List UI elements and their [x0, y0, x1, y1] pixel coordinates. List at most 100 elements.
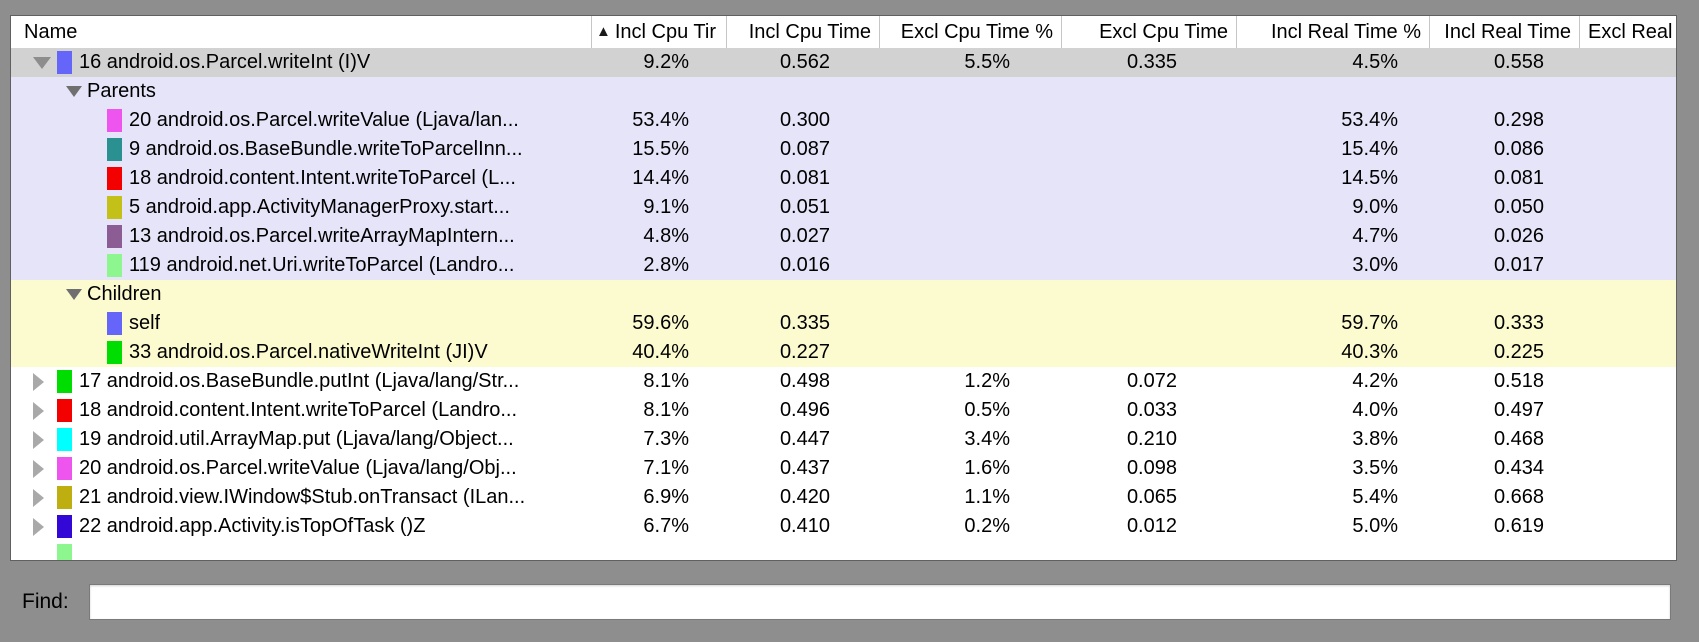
- color-swatch: [57, 51, 72, 74]
- value-cell: 0.447: [779, 428, 830, 450]
- row-name-cell: 17 android.os.BaseBundle.putInt (Ljava/l…: [11, 367, 592, 396]
- color-swatch: [107, 109, 122, 132]
- disclosure-triangle-icon[interactable]: [33, 459, 57, 478]
- value-cell: 59.6%: [632, 312, 689, 334]
- value-cell: 0.518: [1493, 370, 1544, 392]
- find-input[interactable]: [88, 583, 1671, 620]
- value-cell: 0.016: [779, 254, 830, 276]
- table-row[interactable]: 21 android.view.IWindow$Stub.onTransact …: [11, 483, 1676, 512]
- disclosure-triangle-icon[interactable]: [33, 517, 57, 536]
- section-row[interactable]: Parents: [11, 77, 1676, 106]
- row-name-cell: 9 android.os.BaseBundle.writeToParcelInn…: [11, 135, 592, 164]
- value-cell: 0.087: [779, 138, 830, 160]
- row-label: Children: [87, 283, 162, 305]
- value-cell: 53.4%: [632, 109, 689, 131]
- column-header-incl-real-time[interactable]: Incl Real Time: [1430, 16, 1580, 48]
- value-cell: 0.098: [1126, 457, 1177, 479]
- value-cell: 1.6%: [964, 457, 1010, 479]
- expand-icon: [33, 372, 44, 391]
- value-cell: 0.496: [779, 399, 830, 421]
- table-row[interactable]: self 59.6% 0.335 59.7% 0.333: [11, 309, 1676, 338]
- value-cell: 0.468: [1493, 428, 1544, 450]
- color-swatch: [107, 196, 122, 219]
- row-name-cell: 19 android.util.ArrayMap.put (Ljava/lang…: [11, 425, 592, 454]
- row-label: 18 android.content.Intent.writeToParcel …: [79, 399, 518, 421]
- value-cell: 0.562: [779, 51, 830, 73]
- value-cell: 0.335: [1126, 51, 1177, 73]
- disclosure-triangle-icon[interactable]: [33, 401, 57, 420]
- value-cell: 0.012: [1126, 515, 1177, 537]
- table-row[interactable]: 20 android.os.Parcel.writeValue (Ljava/l…: [11, 106, 1676, 135]
- value-cell: 0.497: [1493, 399, 1544, 421]
- table-row[interactable]: 33 android.os.Parcel.nativeWriteInt (JI)…: [11, 338, 1676, 367]
- section-row[interactable]: Children: [11, 280, 1676, 309]
- table-row[interactable]: 22 android.app.Activity.isTopOfTask ()Z 6…: [11, 512, 1676, 541]
- disclosure-triangle-icon[interactable]: [33, 372, 57, 391]
- find-bar: Find:: [0, 561, 1699, 642]
- color-swatch: [107, 138, 122, 161]
- value-cell: 3.4%: [964, 428, 1010, 450]
- color-swatch: [57, 428, 72, 451]
- table-row[interactable]: 18 android.content.Intent.writeToParcel …: [11, 164, 1676, 193]
- value-cell: 4.2%: [1352, 370, 1398, 392]
- value-cell: 0.027: [779, 225, 830, 247]
- table-row[interactable]: 17 android.os.BaseBundle.putInt (Ljava/l…: [11, 367, 1676, 396]
- disclosure-triangle-icon[interactable]: [33, 488, 57, 507]
- column-header-excl-cpu-pct[interactable]: Excl Cpu Time %: [880, 16, 1062, 48]
- column-header-incl-cpu-time[interactable]: Incl Cpu Time: [727, 16, 880, 48]
- value-cell: 5.0%: [1352, 515, 1398, 537]
- row-name-cell: 119 android.net.Uri.writeToParcel (Landr…: [11, 251, 592, 280]
- column-header-excl-cpu-time[interactable]: Excl Cpu Time: [1062, 16, 1237, 48]
- column-header-excl-real[interactable]: Excl Real: [1580, 16, 1676, 48]
- row-label: 33 android.os.Parcel.nativeWriteInt (JI)…: [129, 341, 488, 363]
- table-row[interactable]: 9 android.os.BaseBundle.writeToParcelInn…: [11, 135, 1676, 164]
- row-name-cell: Children: [11, 280, 592, 309]
- value-cell: 15.4%: [1341, 138, 1398, 160]
- value-cell: 0.081: [1493, 167, 1544, 189]
- value-cell: 0.498: [779, 370, 830, 392]
- value-cell: 0.026: [1493, 225, 1544, 247]
- value-cell: 4.0%: [1352, 399, 1398, 421]
- row-name-cell: self: [11, 309, 592, 338]
- table-row[interactable]: 20 android.os.Parcel.writeValue (Ljava/l…: [11, 454, 1676, 483]
- value-cell: 0.335: [779, 312, 830, 334]
- value-cell: 40.3%: [1341, 341, 1398, 363]
- value-cell: 5.5%: [964, 51, 1010, 73]
- section-disclosure-icon[interactable]: [66, 289, 82, 300]
- table-row[interactable]: 16 android.os.Parcel.writeInt (I)V 9.2% 0.…: [11, 48, 1676, 77]
- table-row[interactable]: [11, 541, 1676, 560]
- row-label: 22 android.app.Activity.isTopOfTask ()Z: [79, 515, 426, 537]
- value-cell: 14.4%: [632, 167, 689, 189]
- value-cell: 0.619: [1493, 515, 1544, 537]
- column-header-name[interactable]: Name: [11, 16, 592, 48]
- table-row[interactable]: 19 android.util.ArrayMap.put (Ljava/lang…: [11, 425, 1676, 454]
- row-label: 119 android.net.Uri.writeToParcel (Landr…: [129, 254, 515, 276]
- disclosure-triangle-icon[interactable]: [33, 430, 57, 449]
- value-cell: 0.558: [1493, 51, 1544, 73]
- row-label: 17 android.os.BaseBundle.putInt (Ljava/l…: [79, 370, 520, 392]
- value-cell: 1.2%: [964, 370, 1010, 392]
- column-header-incl-real-time-label: Incl Real Time: [1444, 20, 1571, 43]
- section-disclosure-icon[interactable]: [66, 86, 82, 97]
- value-cell: 3.8%: [1352, 428, 1398, 450]
- column-header-incl-real-pct[interactable]: Incl Real Time %: [1237, 16, 1430, 48]
- row-name-cell: 33 android.os.Parcel.nativeWriteInt (JI)…: [11, 338, 592, 367]
- value-cell: 6.9%: [643, 486, 689, 508]
- column-header-incl-cpu-pct[interactable]: ▲ Incl Cpu Tir: [592, 16, 727, 48]
- row-name-cell: 18 android.content.Intent.writeToParcel …: [11, 396, 592, 425]
- table-row[interactable]: 13 android.os.Parcel.writeArrayMapIntern…: [11, 222, 1676, 251]
- table-row[interactable]: 5 android.app.ActivityManagerProxy.start…: [11, 193, 1676, 222]
- value-cell: 0.225: [1493, 341, 1544, 363]
- row-label: 9 android.os.BaseBundle.writeToParcelInn…: [129, 138, 523, 160]
- table-row[interactable]: 18 android.content.Intent.writeToParcel …: [11, 396, 1676, 425]
- value-cell: 9.1%: [643, 196, 689, 218]
- value-cell: 0.420: [779, 486, 830, 508]
- row-label: 19 android.util.ArrayMap.put (Ljava/lang…: [79, 428, 514, 450]
- value-cell: 1.1%: [964, 486, 1010, 508]
- table-row[interactable]: 119 android.net.Uri.writeToParcel (Landr…: [11, 251, 1676, 280]
- color-swatch: [107, 225, 122, 248]
- column-header-name-label: Name: [24, 20, 78, 43]
- disclosure-triangle-icon[interactable]: [33, 56, 57, 69]
- color-swatch: [107, 167, 122, 190]
- expand-icon: [33, 517, 44, 536]
